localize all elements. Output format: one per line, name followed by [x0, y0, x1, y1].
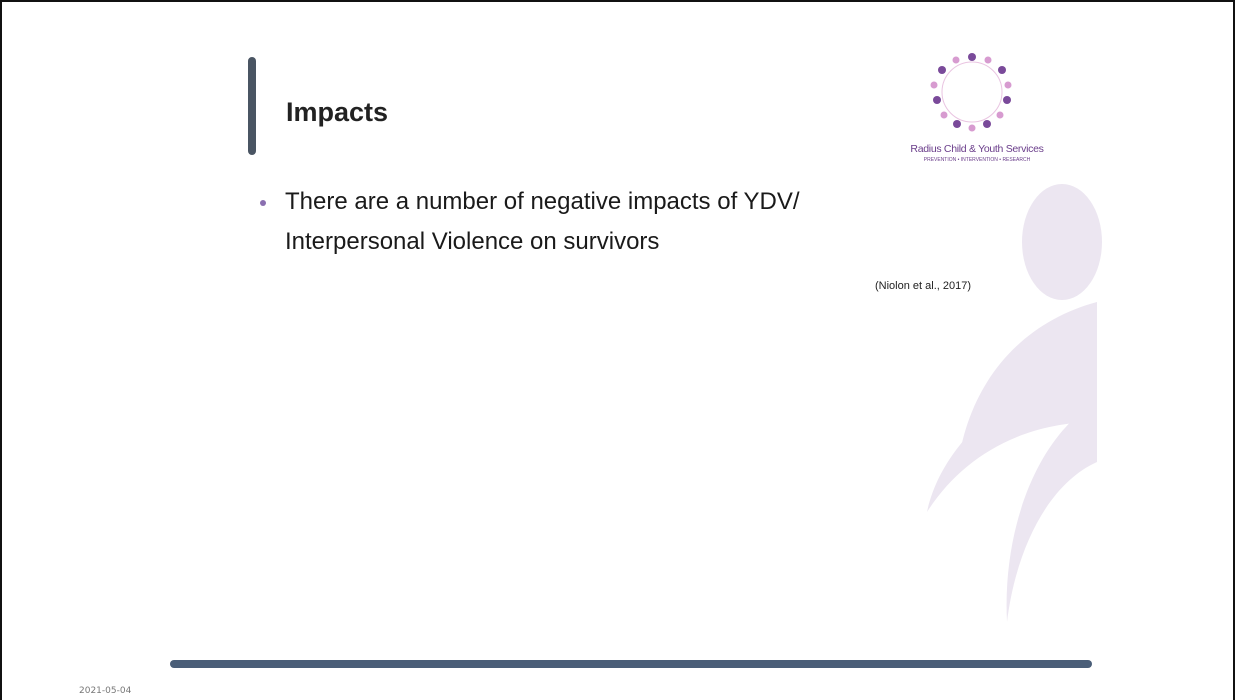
bullet-text: Interpersonal Violence on survivors [285, 228, 659, 256]
silhouettes [927, 184, 1102, 622]
logo-tagline: PREVENTION • INTERVENTION • RESEARCH [907, 157, 1047, 163]
slide: Impacts There are a number of negative i… [0, 0, 1235, 700]
citation: (Niolon et al., 2017) [875, 280, 971, 292]
logo-mark [931, 53, 1012, 132]
logo-name: Radius Child & Youth Services [907, 143, 1047, 155]
title-accent-bar [248, 57, 256, 155]
slide-title: Impacts [286, 97, 388, 128]
bullet-marker [260, 200, 266, 206]
footer-bar [170, 660, 1092, 668]
decorations [2, 2, 1235, 700]
slide-date: 2021-05-04 [79, 686, 131, 696]
bullet-text: There are a number of negative impacts o… [285, 188, 800, 216]
